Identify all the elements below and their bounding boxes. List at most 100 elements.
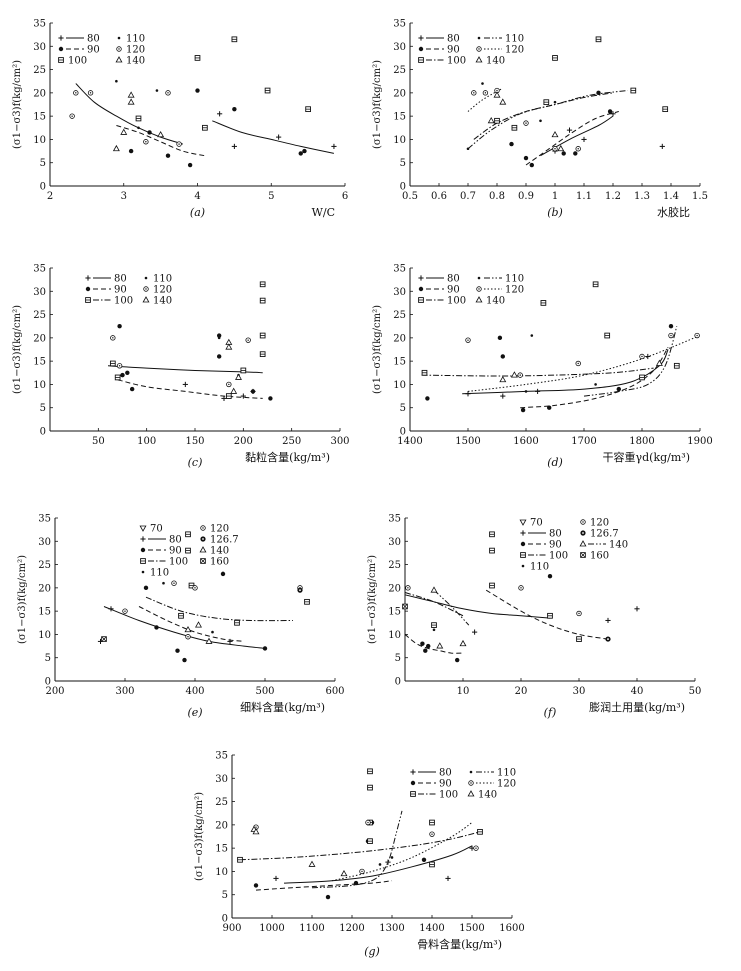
point-140-0 [499, 375, 507, 383]
y-tick-label-4: 20 [33, 333, 46, 344]
point-120-3 [226, 381, 232, 388]
legend-marker-90-shape [418, 286, 424, 292]
point-110-1-shape [211, 630, 214, 634]
legend-marker-120 [468, 780, 474, 786]
legend-item-100: 100 [85, 296, 133, 307]
x-tick-label-1: 100 [137, 436, 156, 447]
x-tick-label-5: 1900 [687, 436, 712, 447]
x-tick-label-7: 1.2 [605, 191, 621, 202]
point-80-1 [221, 395, 227, 401]
legend-label-160: 160 [590, 551, 609, 562]
point-80-0 [465, 391, 471, 397]
point-140-0 [120, 128, 128, 135]
point-90-1 [154, 625, 159, 630]
y-tick-label-7: 35 [215, 751, 228, 762]
point-110-1 [466, 147, 470, 151]
point-120-2 [576, 610, 582, 617]
point-80-2 [535, 388, 541, 395]
point-140-3-shape [230, 387, 238, 394]
legend-item-100: 100 [418, 56, 466, 67]
point-120-1 [365, 819, 371, 826]
legend-marker-110 [477, 36, 481, 40]
legend-marker-120-core [202, 527, 204, 529]
x-tick-label-8: 1.3 [634, 191, 650, 202]
chart-panel-g: 0 5 10 15 20 25 30 35 900 1000 1100 1200 1300 1400 150… [194, 751, 525, 959]
legend-marker-120 [580, 519, 586, 525]
legend-item-110: 110 [469, 768, 516, 779]
legend-item-90: 90 [58, 45, 100, 56]
point-100-3 [489, 582, 495, 589]
y-axis-title: (σ1−σ3)f(kg/cm²) [12, 305, 23, 394]
legend-item-110: 110 [477, 34, 524, 45]
y-tick-label-6: 30 [393, 287, 406, 298]
legend-marker-140 [579, 540, 587, 547]
legend-label-100: 100 [447, 56, 466, 67]
point-90-2-shape [426, 643, 431, 649]
point-90-7 [268, 396, 273, 401]
point-90-3-shape [187, 162, 193, 168]
point-120-3-core [475, 847, 477, 849]
chart-panel-f: 0 5 10 15 20 25 30 35 10 20 30 40 50 膨润土用量(kg/m³) (σ1−… [367, 514, 701, 720]
point-140-1 [127, 91, 135, 98]
point-110-3 [553, 100, 557, 104]
y-tick-label-2: 10 [33, 380, 46, 391]
y-tick-label-1: 5 [222, 890, 228, 901]
point-120-4 [575, 146, 581, 152]
legend-label-90: 90 [114, 285, 127, 296]
point-120-2 [575, 360, 581, 367]
point-140-1 [493, 91, 501, 98]
legend-marker-140 [115, 56, 123, 63]
point-90-7-shape [268, 396, 273, 401]
x-tick-label-0: 1400 [397, 436, 422, 447]
point-100-5 [194, 55, 201, 61]
point-120-2-core [71, 115, 73, 117]
point-100-4 [305, 106, 311, 113]
legend-label-90: 90 [169, 546, 182, 557]
point-100-5 [662, 106, 669, 113]
point-90-3-shape [182, 657, 187, 663]
point-90-6 [596, 90, 601, 96]
point-90-4 [353, 880, 359, 886]
point-140-1-shape [127, 91, 135, 98]
y-tick-label-5: 25 [393, 310, 406, 321]
legend-label-120: 120 [505, 45, 524, 56]
point-120-0 [471, 90, 477, 96]
x-tick-label-3: 0.8 [489, 191, 505, 202]
point-100-4 [630, 87, 637, 94]
fit-curve-100 [404, 592, 464, 617]
point-100-5 [259, 351, 266, 358]
y-tick-label-1: 5 [40, 158, 46, 169]
point-120-4-core [187, 636, 189, 638]
fit-curve-120 [467, 87, 504, 112]
legend-item-100: 100 [58, 56, 87, 67]
point-100-0 [431, 622, 437, 628]
legend-item-140: 140 [475, 56, 505, 67]
point-120-1-core [484, 92, 487, 94]
point-140-1-shape [195, 621, 202, 628]
point-90-2 [175, 648, 180, 653]
x-axis-title: 膨润土用量(kg/m³) [589, 700, 685, 714]
point-120-2-core [496, 89, 498, 92]
y-tick-label-7: 35 [33, 264, 46, 275]
point-90-1-shape [523, 155, 529, 161]
point-120-4-core [361, 870, 363, 873]
legend-item-100: 100 [140, 557, 188, 568]
point-100-1 [511, 124, 518, 131]
legend-marker-80 [140, 536, 146, 542]
point-140-3-shape [551, 130, 559, 138]
point-140-2-shape [205, 637, 213, 644]
point-120-1-core [520, 587, 522, 589]
point-100-1 [367, 768, 373, 775]
y-tick-label-3: 15 [393, 357, 406, 368]
chart-panel-e: 0 5 10 15 20 25 30 35 200 300 400 500 600细料含量(kg/m³)… [17, 514, 345, 720]
point-110-0-shape [432, 628, 436, 632]
legend-item-110: 110 [521, 562, 549, 573]
legend-marker-120 [200, 525, 206, 531]
point-90-4-shape [220, 571, 226, 577]
y-tick-label-2: 10 [393, 380, 406, 391]
point-90-1 [523, 155, 529, 161]
point-100-6 [240, 367, 247, 374]
point-90-2-shape [175, 648, 180, 653]
panel-caption: (a) [190, 206, 205, 219]
